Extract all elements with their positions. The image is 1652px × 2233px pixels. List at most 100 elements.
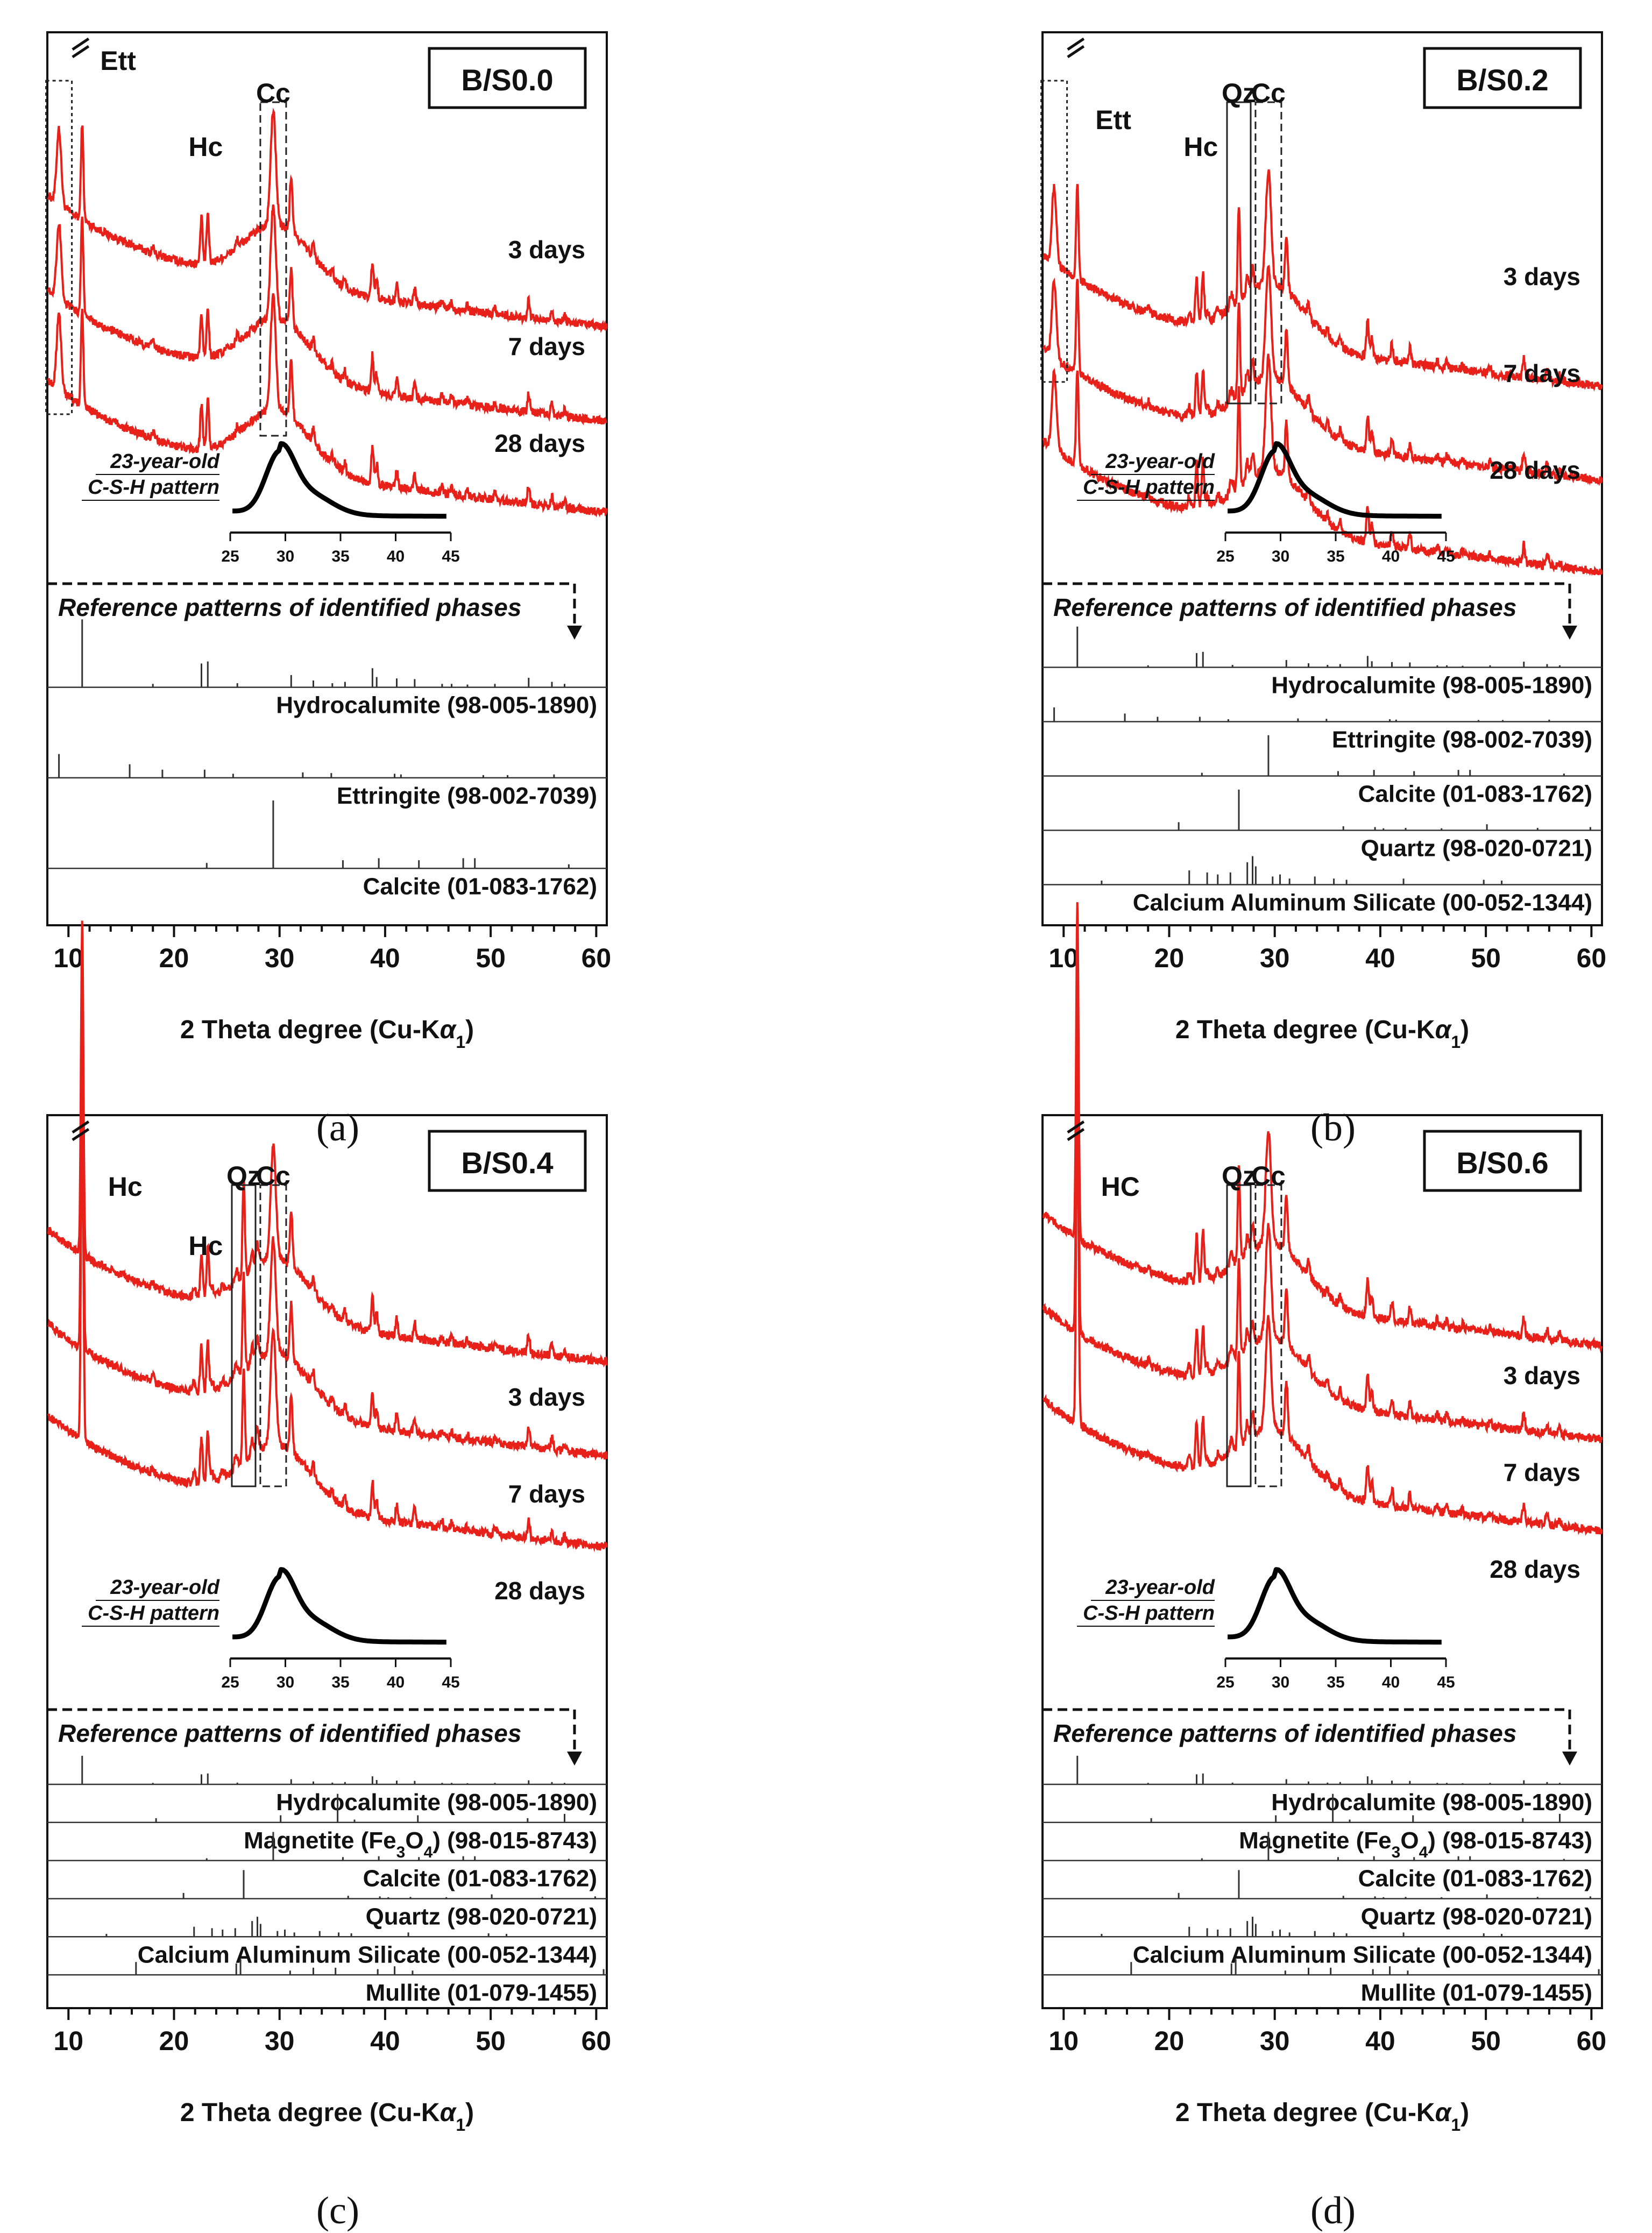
annotation-label: Cc xyxy=(1251,1161,1286,1191)
x-tick-label: 10 xyxy=(1048,2026,1079,2056)
x-tick-label: 30 xyxy=(1260,2026,1290,2056)
reference-label: Hydrocalumite (98-005-1890) xyxy=(276,692,597,719)
x-tick-label: 60 xyxy=(582,943,612,973)
axis-break-mark xyxy=(72,37,90,59)
annotation-label: Cc xyxy=(256,78,290,108)
series-label: 7 days xyxy=(1504,359,1580,387)
annotation-label: Ett xyxy=(100,46,136,76)
reference-arrow xyxy=(1043,582,1571,632)
trace-3-days xyxy=(47,108,608,334)
inset-tick-label: 35 xyxy=(1327,1674,1344,1691)
panel-title: B/S0.2 xyxy=(1456,63,1548,97)
series-label: 3 days xyxy=(508,236,585,264)
reference-label: Hydrocalumite (98-005-1890) xyxy=(276,1789,597,1816)
reference-header: Reference patterns of identified phases xyxy=(58,1719,521,1747)
reference-label: Calcite (01-083-1762) xyxy=(1358,1866,1592,1892)
reference-header: Reference patterns of identified phases xyxy=(1053,593,1516,621)
reference-header: Reference patterns of identified phases xyxy=(1053,1719,1516,1747)
reference-label: Mullite (01-079-1455) xyxy=(366,1980,597,2006)
inset-tick-label: 30 xyxy=(276,548,294,565)
panel-caption: (c) xyxy=(316,2189,359,2232)
reference-label: Hydrocalumite (98-005-1890) xyxy=(1271,1789,1592,1816)
annotation-label: Qz xyxy=(1222,1161,1256,1191)
trace-7-days xyxy=(47,1012,608,1461)
reference-arrowhead xyxy=(567,1752,582,1766)
annotation-label: Hc xyxy=(1183,132,1218,162)
x-tick-label: 50 xyxy=(476,2026,506,2056)
inset-tick-label: 40 xyxy=(1382,548,1400,565)
x-tick-label: 50 xyxy=(476,943,506,973)
trace-3-days xyxy=(1043,169,1603,392)
annotation-box xyxy=(259,101,287,437)
reference-arrow xyxy=(47,582,576,632)
inset-label: 23-year-old xyxy=(1105,1576,1215,1599)
inset-tick-label: 30 xyxy=(1272,1674,1289,1691)
annotation-box xyxy=(1254,101,1282,405)
series-label: 28 days xyxy=(494,429,585,457)
annotation-box xyxy=(45,80,73,415)
reference-arrowhead xyxy=(1562,626,1577,640)
reference-label: Calcite (01-083-1762) xyxy=(1358,781,1592,807)
trace-3-days xyxy=(1043,902,1603,1353)
x-tick-label: 10 xyxy=(1048,943,1079,973)
inset-label: C-S-H pattern xyxy=(88,476,219,499)
x-axis-label: 2 Theta degree (Cu-Kα1) xyxy=(180,1016,474,1052)
inset-label: 23-year-old xyxy=(110,450,220,473)
reference-label: Hydrocalumite (98-005-1890) xyxy=(1271,672,1592,699)
annotation-label: Hc xyxy=(188,1231,223,1261)
annotation-box xyxy=(1040,80,1068,383)
inset-tick-label: 45 xyxy=(442,548,459,565)
panel-caption: (d) xyxy=(1310,2189,1356,2232)
x-tick-label: 10 xyxy=(53,943,83,973)
annotation-box xyxy=(1254,1184,1282,1487)
reference-label: Calcite (01-083-1762) xyxy=(363,873,597,899)
panel-a: B/S0.0 3 days 7 days 28 days Ett Hc Cc 25 30 35 40… xyxy=(45,31,612,1149)
annotation-label: Qz xyxy=(226,1161,261,1191)
x-tick-label: 30 xyxy=(265,2026,295,2056)
annotation-label: Cc xyxy=(1251,78,1286,108)
inset-label: C-S-H pattern xyxy=(88,1602,219,1625)
x-axis-label: 2 Theta degree (Cu-Kα1) xyxy=(1175,2099,1469,2135)
inset-tick-label: 35 xyxy=(331,1674,349,1691)
reference-label: Ettringite (98-002-7039) xyxy=(1332,727,1592,753)
inset-tick-label: 30 xyxy=(1272,548,1289,565)
x-tick-label: 30 xyxy=(265,943,295,973)
annotation-box xyxy=(231,1184,257,1487)
panel-title: B/S0.4 xyxy=(461,1146,553,1180)
inset-tick-label: 25 xyxy=(221,548,239,565)
x-tick-label: 50 xyxy=(1471,2026,1501,2056)
inset-label: C-S-H pattern xyxy=(1083,476,1215,499)
annotation-box xyxy=(1226,101,1252,405)
inset-tick-label: 40 xyxy=(387,1674,405,1691)
plot-frame xyxy=(46,1114,608,2009)
series-label: 28 days xyxy=(494,1577,585,1605)
x-tick-label: 30 xyxy=(1260,943,1290,973)
inset-csh-curve xyxy=(232,441,447,519)
series-label: 7 days xyxy=(508,1480,585,1508)
reference-arrowhead xyxy=(567,626,582,640)
inset-label: C-S-H pattern xyxy=(1083,1602,1215,1625)
axis-break-mark xyxy=(1067,1120,1085,1142)
inset-tick-label: 25 xyxy=(1216,1674,1234,1691)
trace-7-days xyxy=(1043,265,1603,486)
x-axis-label: 2 Theta degree (Cu-Kα1) xyxy=(180,2099,474,2135)
inset-tick-label: 30 xyxy=(276,1674,294,1691)
x-tick-label: 40 xyxy=(370,2026,400,2056)
inset-label: 23-year-old xyxy=(1105,450,1215,473)
panel-title-box xyxy=(1423,47,1582,109)
annotation-label: Hc xyxy=(188,132,223,162)
inset-csh-curve xyxy=(1227,441,1442,519)
x-tick-label: 60 xyxy=(1577,943,1607,973)
annotation-label: Cc xyxy=(256,1161,290,1191)
inset-label: 23-year-old xyxy=(110,1576,220,1599)
panel-caption: (a) xyxy=(316,1106,359,1149)
plot-frame xyxy=(46,31,608,926)
annotation-box xyxy=(1226,1184,1252,1487)
panel-caption: (b) xyxy=(1310,1106,1356,1149)
annotation-label: Ett xyxy=(1095,105,1131,135)
inset-tick-label: 40 xyxy=(1382,1674,1400,1691)
x-tick-label: 20 xyxy=(159,943,189,973)
trace-28-days xyxy=(1043,1090,1603,1536)
